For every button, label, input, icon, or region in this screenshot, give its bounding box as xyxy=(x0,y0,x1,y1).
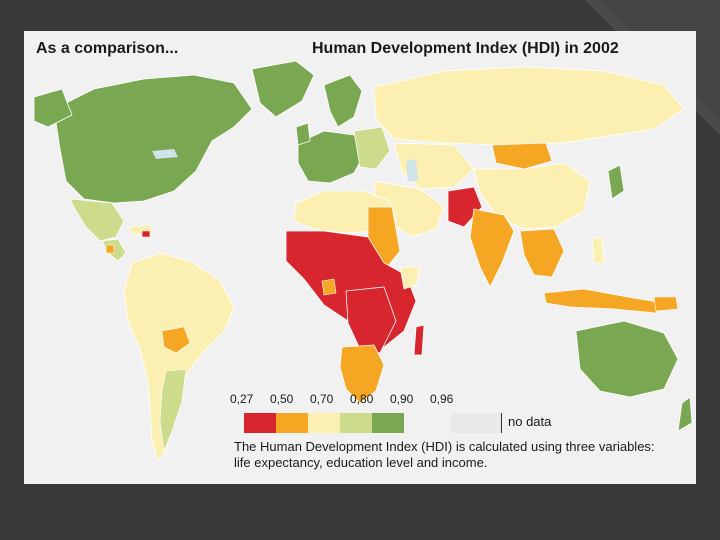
region-mongolia xyxy=(491,142,553,170)
legend-tick: 0,90 xyxy=(390,392,414,406)
legend-tick: 0,27 xyxy=(230,392,254,406)
legend-ticks: 0,27 0,50 0,70 0,80 0,90 0,96 xyxy=(230,392,490,408)
region-central-asia xyxy=(393,142,475,190)
lake-great-lakes xyxy=(152,149,178,159)
legend-tick: 0,50 xyxy=(270,392,294,406)
region-greenland xyxy=(251,60,315,118)
region-papua-new-guinea xyxy=(653,296,679,312)
region-russia xyxy=(373,66,685,146)
region-central-east-africa xyxy=(345,286,397,354)
region-alaska xyxy=(33,88,73,128)
legend-no-data-label: no data xyxy=(508,414,552,429)
region-uk xyxy=(295,122,311,146)
region-southeast-asia xyxy=(519,228,565,278)
region-haiti xyxy=(141,230,151,238)
region-bolivia xyxy=(161,326,191,354)
region-guatemala xyxy=(105,244,115,254)
region-eastern-europe xyxy=(353,126,391,170)
map-title: Human Development Index (HDI) in 2002 xyxy=(312,40,619,57)
region-madagascar xyxy=(413,324,425,356)
region-western-europe xyxy=(297,130,365,184)
legend-swatch-bin-3 xyxy=(308,413,340,433)
legend-swatch-bin-5 xyxy=(372,413,404,433)
region-australia xyxy=(575,320,679,398)
lake-caspian xyxy=(406,159,418,181)
legend-swatch-bin-4 xyxy=(340,413,372,433)
region-horn-of-africa xyxy=(399,266,421,290)
region-philippines xyxy=(591,236,605,264)
legend-swatches xyxy=(244,413,404,433)
region-mexico xyxy=(69,198,125,242)
hdi-world-map: As a comparison... Human Development Ind… xyxy=(24,31,696,484)
region-scandinavia xyxy=(323,74,363,128)
legend-swatch-bin-1 xyxy=(244,413,276,433)
region-southern-africa xyxy=(339,344,385,404)
hdi-explanation-note: The Human Development Index (HDI) is cal… xyxy=(234,439,655,470)
comparison-heading: As a comparison... xyxy=(36,40,179,57)
legend-no-data-swatch xyxy=(451,413,502,433)
region-indonesia xyxy=(543,288,665,314)
region-argentina xyxy=(159,368,187,453)
region-china xyxy=(473,162,591,230)
region-gabon xyxy=(321,278,337,296)
region-india xyxy=(469,208,515,288)
region-new-zealand xyxy=(677,396,693,432)
legend-tick: 0,80 xyxy=(350,392,374,406)
legend-tick: 0,70 xyxy=(310,392,334,406)
region-south-america xyxy=(123,252,235,462)
region-canada-usa xyxy=(53,74,253,204)
legend-swatch-bin-2 xyxy=(276,413,308,433)
region-japan xyxy=(607,164,625,200)
legend-tick: 0,96 xyxy=(430,392,454,406)
hdi-legend: 0,27 0,50 0,70 0,80 0,90 0,96 no data Th… xyxy=(230,392,670,478)
world-map-graphic xyxy=(33,60,693,462)
